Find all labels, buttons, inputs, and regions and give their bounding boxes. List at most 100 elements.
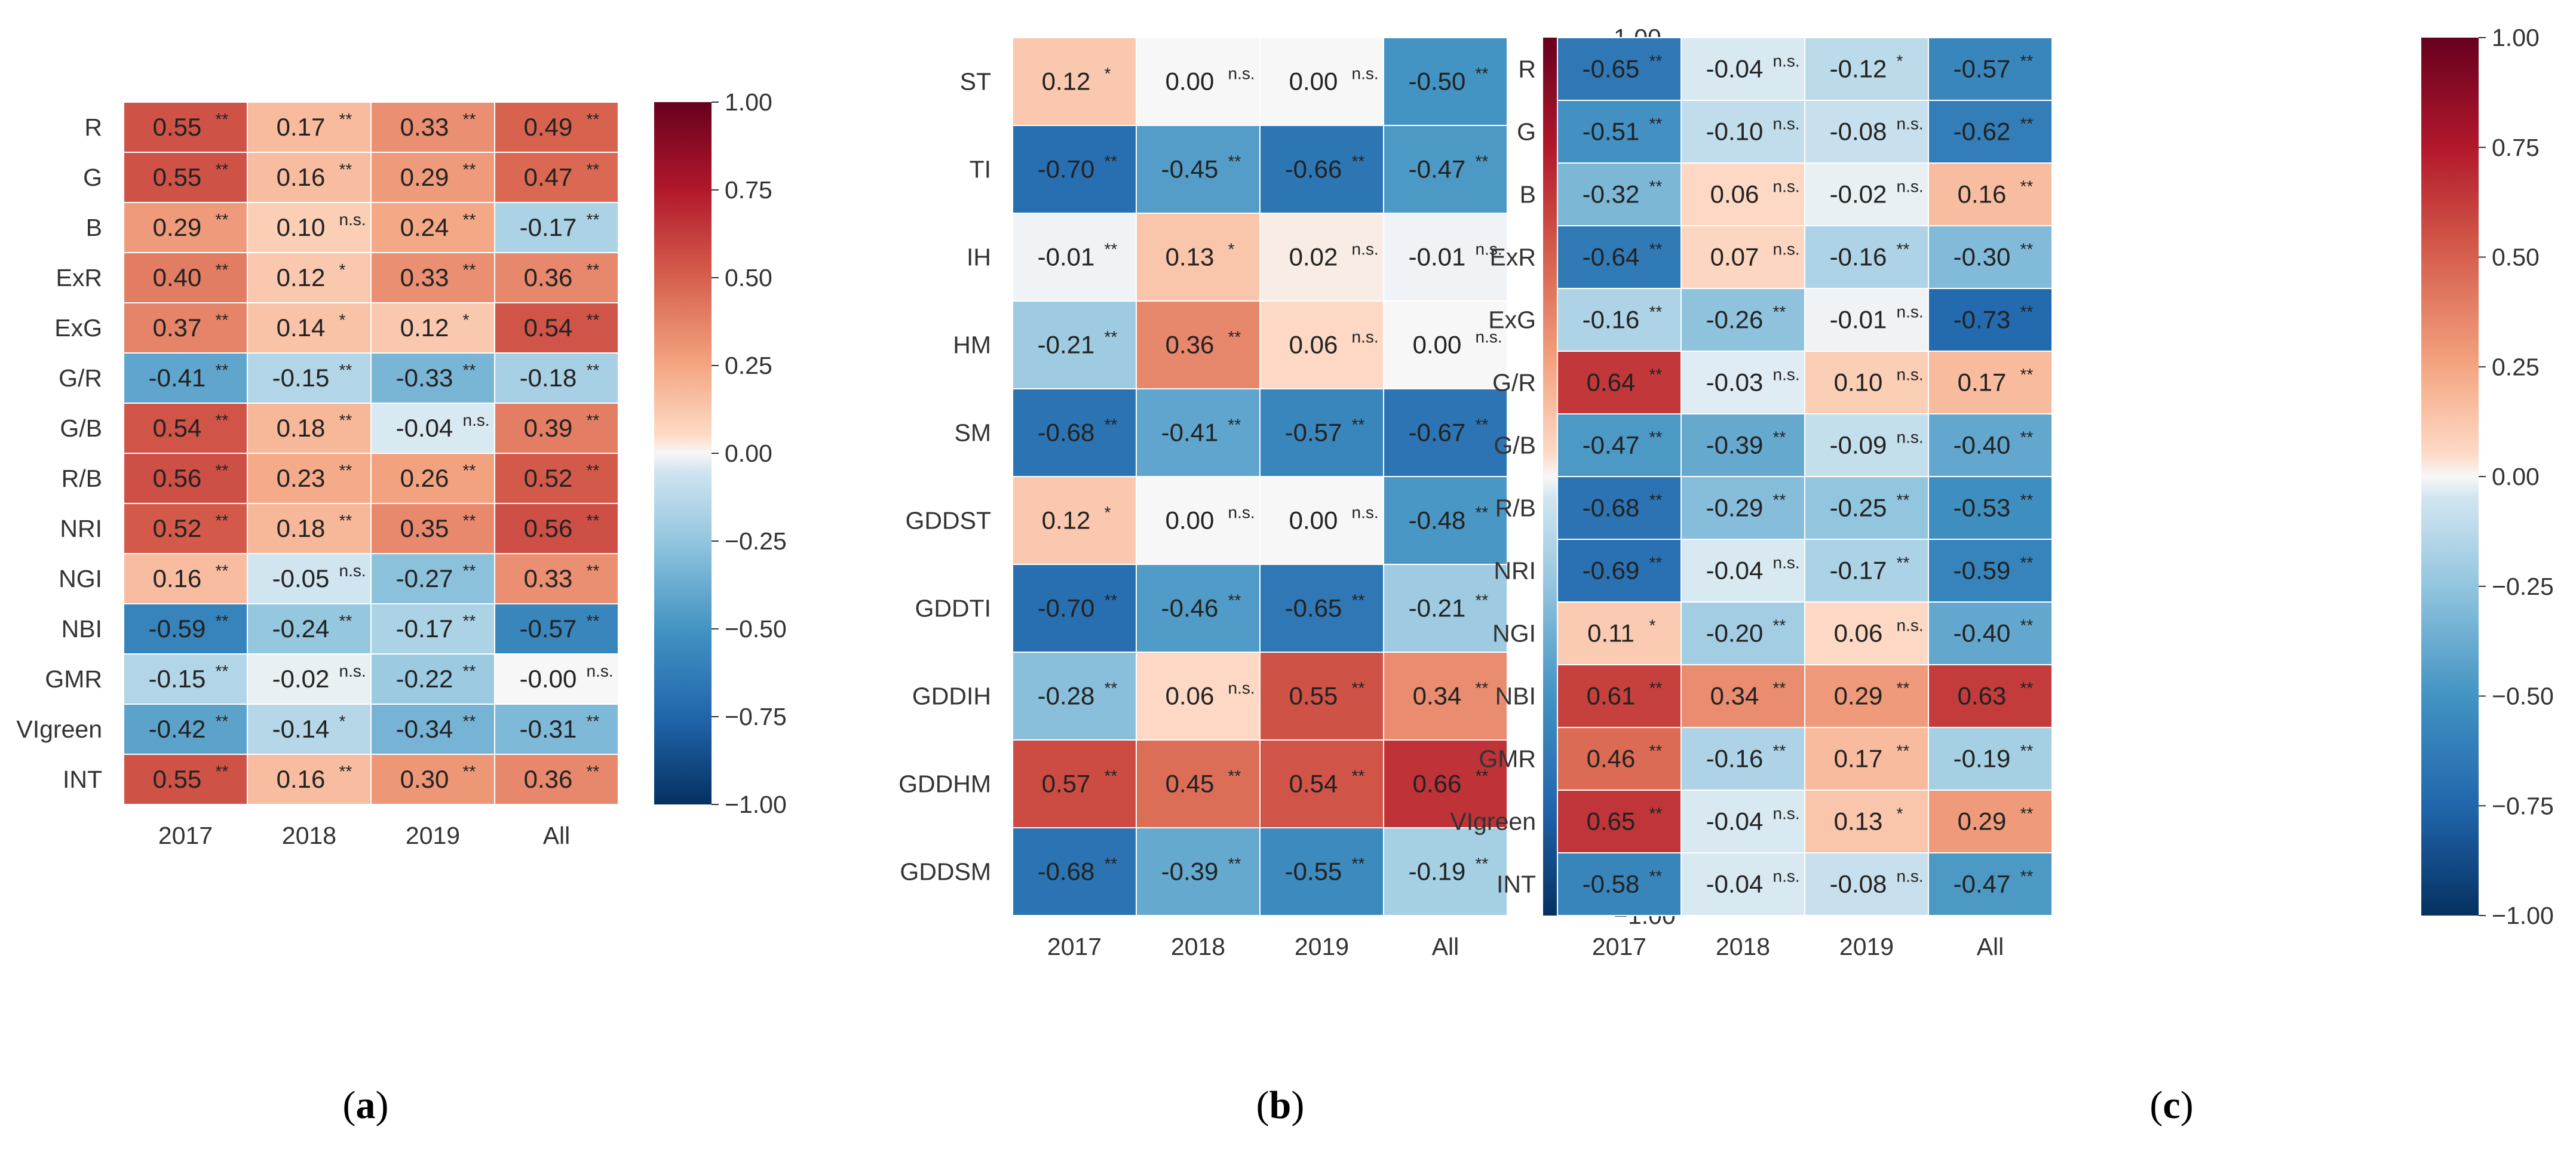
heatmap-cell: [1383, 827, 1508, 916]
cell-value-label: -0.08: [1830, 870, 1887, 898]
cell-value-label: -0.68: [1038, 858, 1095, 886]
cell-significance-label: **: [1228, 328, 1241, 346]
heatmap-cell: [247, 302, 372, 354]
cell-value-label: -0.33: [396, 364, 453, 392]
heatmap-cell: [1136, 37, 1261, 126]
heatmap-cell: [494, 603, 619, 655]
cell-value-label: 0.35: [400, 514, 449, 542]
heatmap-cell: [370, 202, 495, 253]
heatmap-cell: [247, 503, 372, 554]
cell-significance-label: n.s.: [1352, 64, 1379, 83]
heatmap-cell: [1680, 852, 1805, 916]
heatmap-cell: [1383, 213, 1508, 302]
heatmap-cell: [1928, 664, 2053, 728]
cell-value-label: -0.16: [1583, 306, 1640, 334]
colorbar-tick-label: 1.00: [2492, 24, 2540, 51]
cell-significance-label: **: [587, 361, 600, 379]
cell-value-label: -0.31: [520, 715, 577, 743]
heatmap-cell: [370, 754, 495, 805]
cell-significance-label: **: [1649, 115, 1663, 133]
row-tick-label: GDDSM: [900, 858, 991, 886]
heatmap-cell: [1012, 37, 1137, 126]
cell-significance-label: **: [587, 110, 600, 128]
cell-significance-label: **: [1352, 767, 1365, 785]
heatmap-cell: [123, 252, 248, 303]
cell-value-label: -0.50: [1409, 67, 1466, 96]
cell-significance-label: **: [1105, 679, 1118, 698]
cell-value-label: -0.69: [1583, 557, 1640, 585]
cell-value-label: -0.68: [1038, 419, 1095, 447]
cell-value-label: -0.02: [272, 665, 330, 693]
cell-significance-label: **: [463, 712, 476, 730]
column-tick-label: 2018: [1171, 933, 1225, 960]
heatmap-cell: [123, 754, 248, 805]
heatmap-cell: [247, 152, 372, 203]
cell-value-label: -0.08: [1830, 118, 1887, 146]
cell-value-label: -0.22: [396, 665, 453, 693]
cell-significance-label: **: [1228, 767, 1241, 785]
cell-value-label: -0.40: [1954, 619, 2011, 647]
cell-value-label: -0.19: [1954, 745, 2011, 773]
cell-significance-label: **: [1649, 742, 1663, 760]
cell-significance-label: **: [587, 461, 600, 480]
cell-value-label: 0.24: [400, 213, 449, 241]
cell-significance-label: **: [1352, 152, 1365, 171]
heatmap-cell: [1928, 288, 2053, 352]
cell-significance-label: n.s.: [1352, 328, 1379, 346]
row-tick-label: B: [1520, 181, 1536, 208]
colorbar-tick-label: 1.00: [725, 88, 772, 116]
cell-significance-label: n.s.: [1897, 616, 1924, 635]
cell-value-label: 0.16: [153, 564, 202, 592]
cell-value-label: 0.64: [1587, 368, 1636, 397]
heatmap-cell: [1259, 739, 1384, 828]
cell-value-label: 0.06: [1834, 619, 1883, 647]
cell-significance-label: **: [216, 210, 229, 229]
cell-value-label: -0.64: [1583, 243, 1640, 271]
row-tick-label: G/R: [59, 364, 102, 392]
heatmap-cell: [1383, 125, 1508, 214]
row-tick-label: INT: [63, 766, 102, 793]
heatmap-cell: [247, 252, 372, 303]
cell-value-label: 0.56: [524, 514, 573, 542]
cell-value-label: 0.10: [277, 213, 326, 241]
cell-value-label: 0.12: [1042, 67, 1091, 96]
cell-significance-label: **: [1649, 804, 1663, 823]
heatmap-cell: [1557, 162, 1682, 226]
heatmap-cell: [123, 202, 248, 253]
colorbar-tick-label: 0.50: [725, 264, 772, 291]
cell-significance-label: n.s.: [1352, 503, 1379, 522]
cell-significance-label: **: [587, 210, 600, 229]
cell-significance-label: **: [1649, 554, 1663, 572]
cell-significance-label: **: [2020, 428, 2034, 447]
cell-value-label: -0.16: [1706, 745, 1764, 773]
cell-value-label: 0.29: [400, 163, 449, 191]
cell-significance-label: **: [1228, 855, 1241, 873]
colorbar-tick-label: −0.75: [725, 703, 787, 730]
cell-value-label: 0.17: [1958, 368, 2007, 397]
cell-value-label: 0.02: [1289, 243, 1338, 271]
colorbar-tick-label: 0.50: [2492, 244, 2540, 271]
cell-value-label: -0.04: [1706, 807, 1764, 836]
cell-value-label: 0.12: [400, 314, 449, 342]
cell-significance-label: **: [1352, 591, 1365, 610]
heatmap-cell: [370, 152, 495, 203]
cell-significance-label: **: [1105, 240, 1118, 259]
cell-value-label: 0.54: [524, 314, 573, 342]
cell-value-label: 0.06: [1710, 180, 1759, 208]
row-tick-label: ST: [960, 68, 991, 96]
cell-significance-label: n.s.: [1228, 503, 1255, 522]
heatmap-cell: [1136, 476, 1261, 565]
cell-significance-label: **: [216, 712, 229, 730]
cell-significance-label: **: [216, 260, 229, 279]
cell-significance-label: **: [339, 612, 352, 630]
cell-value-label: -0.32: [1583, 180, 1640, 208]
cell-significance-label: **: [216, 110, 229, 128]
cell-value-label: 0.29: [1834, 682, 1883, 710]
cell-significance-label: **: [1105, 416, 1118, 434]
cell-value-label: 0.34: [1710, 682, 1759, 710]
cell-significance-label: n.s.: [1476, 240, 1502, 259]
cell-value-label: 0.34: [1413, 682, 1462, 710]
colorbar-tick-label: −1.00: [725, 791, 787, 818]
cell-significance-label: **: [339, 461, 352, 480]
heatmap-cell: [1012, 125, 1137, 214]
